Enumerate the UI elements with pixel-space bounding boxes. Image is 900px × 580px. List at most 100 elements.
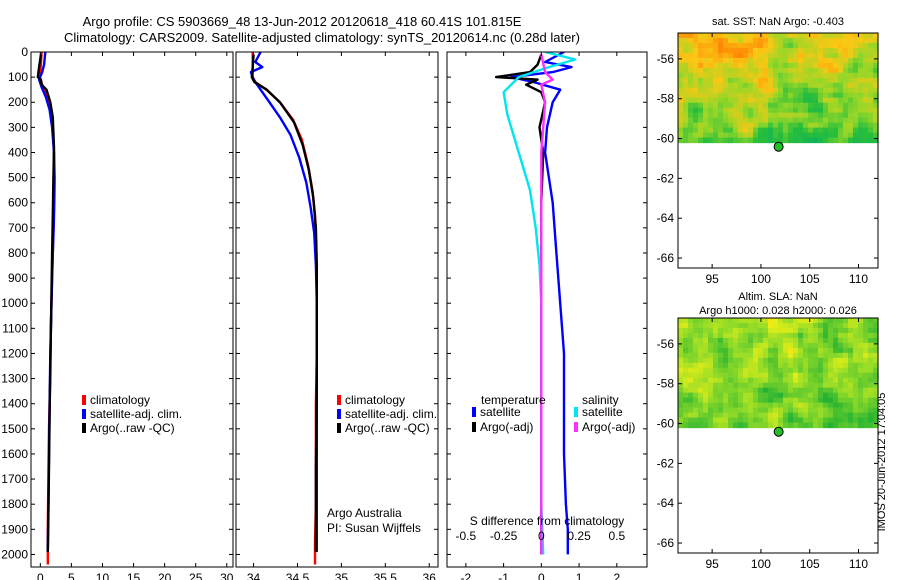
heatmap-cell — [828, 402, 834, 409]
heatmap-cell — [763, 92, 769, 99]
heatmap-cell — [818, 377, 824, 384]
heatmap-cell — [873, 337, 879, 344]
heatmap-cell — [823, 412, 829, 419]
heatmap-cell — [688, 407, 694, 414]
heatmap-cell — [773, 72, 779, 79]
heatmap-cell — [728, 67, 734, 74]
heatmap-cell — [713, 92, 719, 99]
heatmap-cell — [708, 332, 714, 339]
heatmap-cell — [808, 382, 814, 389]
heatmap-cell — [703, 52, 709, 59]
heatmap-cell — [808, 97, 814, 104]
heatmap-cell — [818, 318, 824, 324]
heatmap-cell — [748, 62, 754, 69]
heatmap-cell — [693, 377, 699, 384]
heatmap-cell — [853, 52, 859, 59]
y-tick-label: 1500 — [1, 422, 28, 436]
heatmap-cell — [703, 412, 709, 419]
map-title-line: Altim. SLA: NaN — [738, 291, 818, 303]
heatmap-cell — [843, 57, 849, 64]
heatmap-cell — [873, 37, 879, 44]
heatmap-cell — [808, 127, 814, 134]
heatmap-cell — [798, 402, 804, 409]
heatmap-cell — [733, 137, 739, 144]
heatmap-cell — [728, 412, 734, 419]
heatmap-cell — [863, 412, 869, 419]
heatmap-cell — [813, 357, 819, 364]
heatmap-cell — [748, 397, 754, 404]
heatmap-cell — [688, 52, 694, 59]
heatmap-cell — [823, 97, 829, 104]
heatmap-cell — [848, 127, 854, 134]
heatmap-cell — [863, 127, 869, 134]
heatmap-cell — [873, 97, 879, 104]
heatmap-cell — [808, 387, 814, 394]
heatmap-cell — [788, 412, 794, 419]
heatmap-cell — [678, 127, 684, 134]
heatmap-cell — [698, 107, 704, 114]
heatmap-cell — [748, 33, 754, 39]
heatmap-cell — [798, 82, 804, 89]
heatmap-cell — [698, 37, 704, 44]
heatmap-cell — [818, 372, 824, 379]
heatmap-cell — [708, 67, 714, 74]
heatmap-cell — [803, 57, 809, 64]
heatmap-cell — [868, 87, 874, 94]
heatmap-cell — [758, 57, 764, 64]
heatmap-cell — [858, 382, 864, 389]
heatmap-cell — [733, 47, 739, 54]
legend-label: Argo(-adj) — [582, 420, 635, 434]
heatmap-cell — [728, 422, 734, 429]
heatmap-cell — [718, 127, 724, 134]
heatmap-cell — [748, 342, 754, 349]
heatmap-cell — [748, 372, 754, 379]
x-tick-label: 35.5 — [374, 571, 398, 580]
heatmap-cell — [678, 122, 684, 129]
heatmap-cell — [793, 67, 799, 74]
heatmap-cell — [853, 72, 859, 79]
heatmap-cell — [733, 407, 739, 414]
heatmap-cell — [793, 417, 799, 424]
map-title: sat. SST: NaN Argo: -0.403 — [712, 16, 844, 28]
heatmap-cell — [748, 72, 754, 79]
heatmap-cell — [763, 47, 769, 54]
heatmap-cell — [788, 97, 794, 104]
heatmap-cell — [683, 377, 689, 384]
y-tick-label: 1300 — [1, 372, 28, 386]
x-tick-label: 10 — [96, 571, 110, 580]
heatmap-cell — [713, 397, 719, 404]
heatmap-cell — [683, 62, 689, 69]
heatmap-cell — [723, 57, 729, 64]
heatmap-cell — [723, 82, 729, 89]
heatmap-cell — [863, 62, 869, 69]
heatmap-cell — [698, 397, 704, 404]
heatmap-cell — [783, 422, 789, 429]
heatmap-cell — [778, 322, 784, 329]
heatmap-cell — [828, 377, 834, 384]
heatmap-cell — [698, 102, 704, 109]
heatmap-cell — [828, 397, 834, 404]
heatmap-cell — [803, 67, 809, 74]
heatmap-cell — [743, 137, 749, 144]
heatmap-cell — [728, 57, 734, 64]
heatmap-cell — [708, 137, 714, 144]
heatmap-cell — [868, 92, 874, 99]
heatmap-cell — [818, 87, 824, 94]
y-tick-label: 1100 — [2, 321, 28, 335]
heatmap-cell — [763, 132, 769, 139]
heatmap-cell — [798, 357, 804, 364]
heatmap-cell — [713, 62, 719, 69]
heatmap-cell — [773, 357, 779, 364]
heatmap-cell — [693, 67, 699, 74]
heatmap-cell — [828, 337, 834, 344]
heatmap-cell — [758, 97, 764, 104]
heatmap-cell — [708, 102, 714, 109]
heatmap-cell — [688, 87, 694, 94]
heatmap-cell — [873, 47, 879, 54]
heatmap-cell — [683, 402, 689, 409]
heatmap-cell — [753, 372, 759, 379]
heatmap-cell — [758, 92, 764, 99]
heatmap-cell — [693, 102, 699, 109]
heatmap-cell — [768, 347, 774, 354]
heatmap-cell — [783, 382, 789, 389]
